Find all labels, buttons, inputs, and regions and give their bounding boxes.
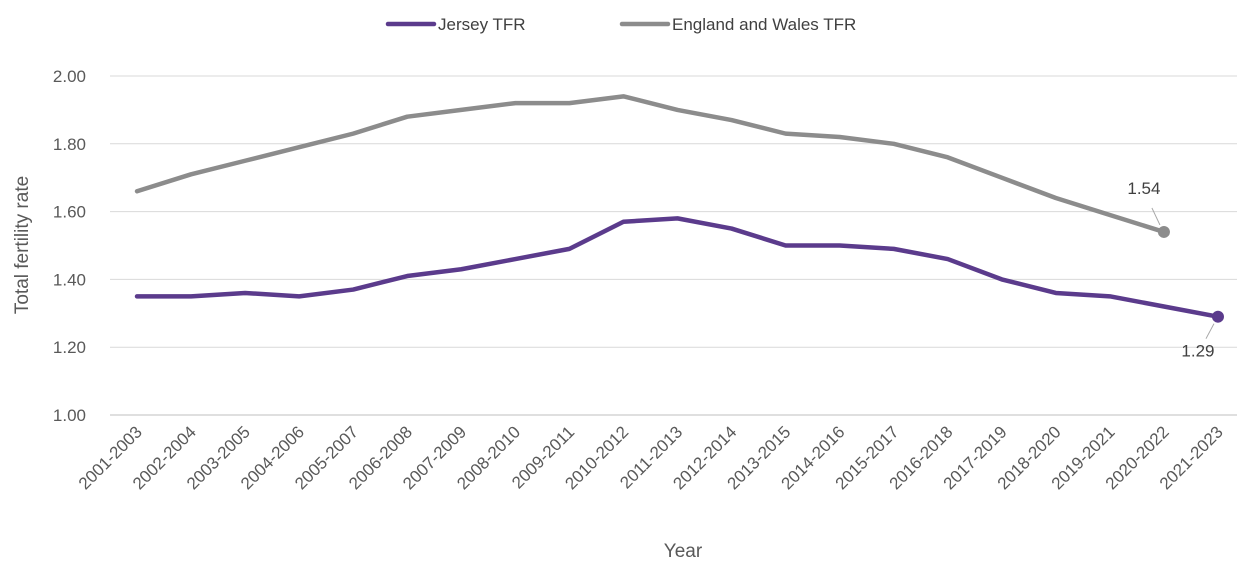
- y-axis-ticks: 1.00 1.20 1.40 1.60 1.80 2.00: [53, 67, 86, 425]
- data-label-leader: [1205, 323, 1215, 339]
- legend-label: England and Wales TFR: [672, 15, 856, 34]
- x-axis-title: Year: [664, 541, 703, 557]
- y-tick-label: 1.60: [53, 203, 86, 222]
- y-tick-label: 1.00: [53, 406, 86, 425]
- x-axis-ticks: 2001-20032002-20042003-20052004-20062005…: [75, 422, 1227, 493]
- y-tick-label: 1.40: [53, 270, 86, 289]
- legend-label: Jersey TFR: [438, 15, 526, 34]
- end-marker-england-and-wales-tfr: [1157, 225, 1170, 238]
- data-label-jersey-tfr: 1.29: [1181, 342, 1214, 361]
- series-lines: [134, 94, 1224, 323]
- y-axis-title: Total fertility rate: [12, 176, 33, 314]
- y-tick-label: 1.80: [53, 135, 86, 154]
- end-point-labels: 1.29 1.54: [1127, 179, 1214, 361]
- y-tick-label: 2.00: [53, 67, 86, 86]
- gridlines: [110, 75, 1237, 416]
- data-label-leader: [1151, 207, 1161, 226]
- y-tick-label: 1.20: [53, 338, 86, 357]
- data-label-england-and-wales-tfr: 1.54: [1127, 179, 1160, 198]
- series-line-jersey-tfr: [134, 216, 1221, 319]
- end-marker-jersey-tfr: [1211, 310, 1224, 323]
- series-line-england-and-wales-tfr: [134, 94, 1167, 235]
- legend: Jersey TFR England and Wales TFR: [385, 15, 856, 34]
